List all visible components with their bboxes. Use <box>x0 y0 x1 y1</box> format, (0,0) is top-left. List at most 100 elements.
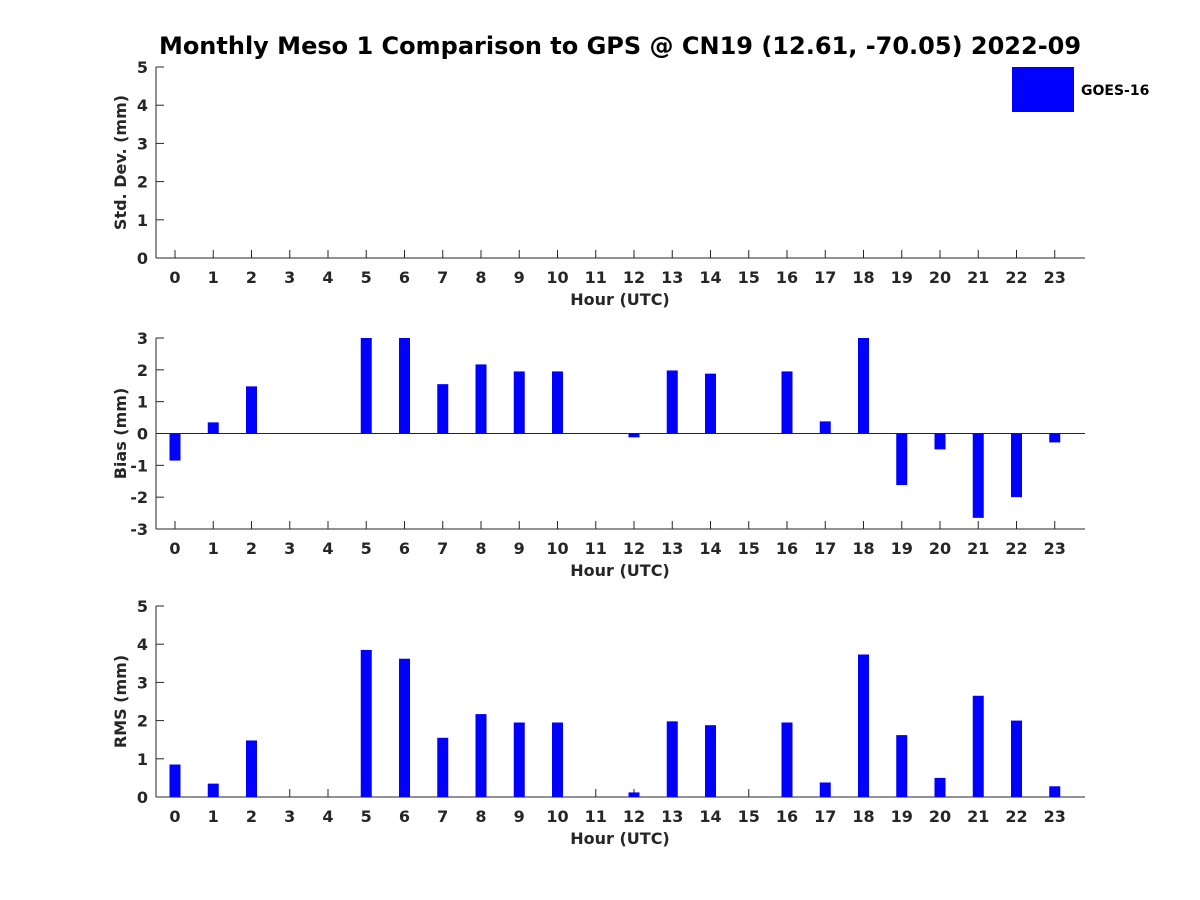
y-tick-label: 4 <box>137 635 148 654</box>
x-tick-label: 7 <box>437 807 448 826</box>
legend-label: GOES-16 <box>1081 83 1149 99</box>
bar-hour-22 <box>1011 433 1022 498</box>
x-tick-label: 16 <box>776 268 798 287</box>
x-tick-label: 6 <box>399 268 410 287</box>
y-tick-label: 3 <box>137 329 148 348</box>
x-tick-label: 3 <box>284 268 295 287</box>
x-tick-label: 8 <box>475 268 486 287</box>
bar-hour-0 <box>169 433 181 461</box>
x-tick-label: 1 <box>208 807 219 826</box>
bar-hour-21 <box>972 433 984 518</box>
x-tick-label: 10 <box>546 539 568 558</box>
bar-hour-1 <box>207 783 219 797</box>
x-tick-label: 17 <box>814 539 836 558</box>
x-tick-label: 11 <box>585 539 607 558</box>
y-tick-label: 1 <box>137 393 148 412</box>
bar-hour-14 <box>705 725 716 797</box>
y-tick-label: 0 <box>137 249 148 268</box>
bar-hour-10 <box>552 722 563 797</box>
bar-hour-7 <box>437 384 449 434</box>
x-tick-label: 12 <box>623 539 645 558</box>
x-tick-label: 16 <box>776 539 798 558</box>
bar-hour-19 <box>896 433 908 486</box>
x-tick-label: 13 <box>661 539 683 558</box>
x-tick-label: 15 <box>738 807 760 826</box>
bar-hour-16 <box>781 722 793 797</box>
x-tick-label: 0 <box>169 807 180 826</box>
x-tick-label: 23 <box>1044 268 1066 287</box>
x-tick-label: 11 <box>585 268 607 287</box>
x-tick-label: 9 <box>514 807 525 826</box>
chart-title: Monthly Meso 1 Comparison to GPS @ CN19 … <box>159 32 1081 60</box>
bar-hour-2 <box>246 740 257 797</box>
x-tick-label: 22 <box>1005 268 1027 287</box>
x-tick-label: 15 <box>738 268 760 287</box>
x-tick-label: 4 <box>322 539 333 558</box>
bar-hour-20 <box>934 433 946 450</box>
x-tick-label: 15 <box>738 539 760 558</box>
bar-hour-0 <box>169 764 181 797</box>
y-tick-label: 3 <box>137 673 148 692</box>
y-tick-label: -3 <box>130 520 148 539</box>
bar-hour-18 <box>858 654 869 797</box>
x-tick-label: 12 <box>623 807 645 826</box>
y-tick-label: 4 <box>137 96 148 115</box>
y-tick-label: 5 <box>137 597 148 616</box>
bar-hour-23 <box>1049 433 1061 443</box>
bar-hour-1 <box>207 422 219 434</box>
x-tick-label: 2 <box>246 807 257 826</box>
bar-hour-17 <box>819 782 831 797</box>
x-tick-label: 0 <box>169 539 180 558</box>
bar-hour-18 <box>858 338 869 434</box>
x-tick-label: 9 <box>514 268 525 287</box>
x-tick-label: 19 <box>891 539 913 558</box>
x-tick-label: 23 <box>1044 807 1066 826</box>
x-tick-label: 21 <box>967 268 989 287</box>
x-tick-label: 12 <box>623 268 645 287</box>
y-axis-label: RMS (mm) <box>111 655 130 748</box>
x-tick-label: 1 <box>208 268 219 287</box>
x-tick-label: 11 <box>585 807 607 826</box>
x-tick-label: 0 <box>169 268 180 287</box>
x-tick-label: 22 <box>1005 807 1027 826</box>
x-tick-label: 23 <box>1044 539 1066 558</box>
x-tick-label: 17 <box>814 268 836 287</box>
x-axis-label: Hour (UTC) <box>570 290 670 309</box>
bar-hour-13 <box>666 721 678 797</box>
bar-hour-2 <box>246 386 257 434</box>
x-tick-label: 20 <box>929 539 951 558</box>
bar-hour-6 <box>399 338 410 434</box>
x-tick-label: 20 <box>929 268 951 287</box>
y-axis-label: Std. Dev. (mm) <box>111 95 130 230</box>
x-tick-label: 18 <box>852 268 874 287</box>
bar-hour-19 <box>896 735 908 797</box>
y-tick-label: 0 <box>137 425 148 444</box>
bar-hour-10 <box>552 371 563 434</box>
x-tick-label: 8 <box>475 539 486 558</box>
legend: GOES-16 <box>1012 67 1149 112</box>
x-tick-label: 18 <box>852 539 874 558</box>
x-tick-label: 13 <box>661 807 683 826</box>
bar-hour-7 <box>437 737 449 797</box>
x-tick-label: 18 <box>852 807 874 826</box>
y-tick-label: 2 <box>137 361 148 380</box>
legend-swatch <box>1012 67 1074 112</box>
x-tick-label: 5 <box>361 268 372 287</box>
bar-hour-5 <box>360 649 372 797</box>
x-tick-label: 21 <box>967 807 989 826</box>
bar-hour-21 <box>972 695 984 797</box>
bar-hour-5 <box>360 338 372 434</box>
bar-hour-17 <box>819 421 831 434</box>
y-tick-label: -1 <box>130 456 148 475</box>
x-tick-label: 19 <box>891 268 913 287</box>
bar-hour-20 <box>934 777 946 797</box>
x-tick-label: 1 <box>208 539 219 558</box>
y-tick-label: 1 <box>137 750 148 769</box>
x-tick-label: 4 <box>322 807 333 826</box>
x-tick-label: 14 <box>699 539 721 558</box>
x-tick-label: 21 <box>967 539 989 558</box>
bar-hour-13 <box>666 370 678 434</box>
